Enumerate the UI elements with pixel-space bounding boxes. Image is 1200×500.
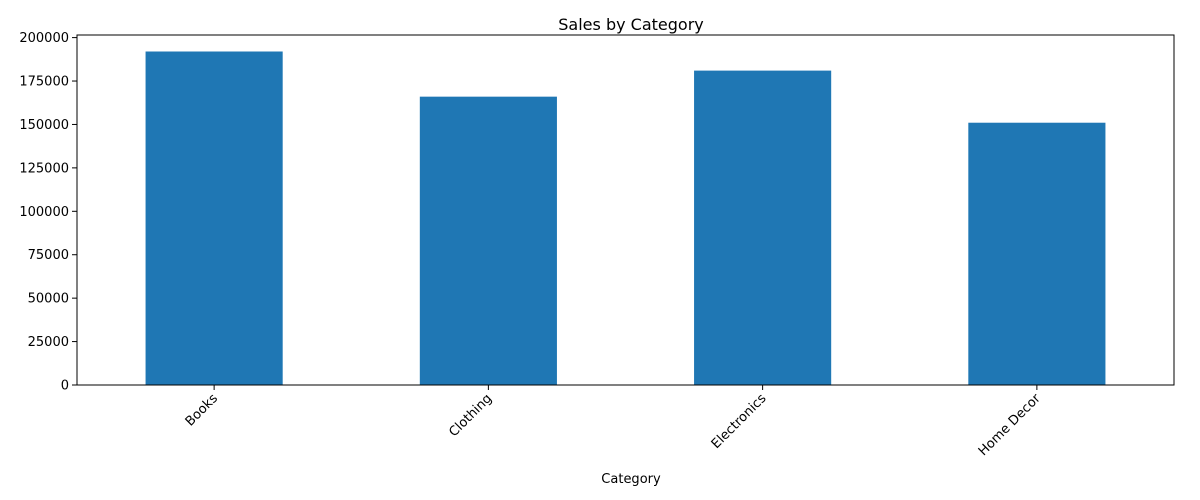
y-tick-label: 25000 <box>28 335 69 350</box>
y-tick-label: 75000 <box>28 248 69 263</box>
y-tick-label: 50000 <box>28 292 69 307</box>
y-axis-ticks: 0 25000 50000 75000 100000 125000 150000 175000… <box>19 31 77 394</box>
chart-title: Sales by Category <box>558 15 703 34</box>
bar-books <box>145 51 283 385</box>
bar-clothing <box>419 96 557 385</box>
x-axis-label: Category <box>601 472 661 487</box>
y-tick-label: 200000 <box>19 31 69 46</box>
y-tick-label: 175000 <box>19 75 69 90</box>
x-tick-label: Electronics <box>709 391 770 452</box>
y-tick-label: 125000 <box>19 161 69 176</box>
x-tick-label: Clothing <box>446 391 495 440</box>
x-tick-label: Books <box>183 391 221 429</box>
y-tick-label: 100000 <box>19 205 69 220</box>
y-tick-label: 150000 <box>19 118 69 133</box>
x-axis-ticks: Books Clothing Electronics Home Decor <box>183 385 1044 459</box>
plot-frame <box>76 34 1175 386</box>
y-tick-label: 0 <box>61 379 69 394</box>
bar-home-decor <box>968 122 1106 385</box>
x-tick-label: Home Decor <box>976 391 1044 459</box>
bar-electronics <box>694 70 832 385</box>
plot-area <box>145 51 1106 385</box>
